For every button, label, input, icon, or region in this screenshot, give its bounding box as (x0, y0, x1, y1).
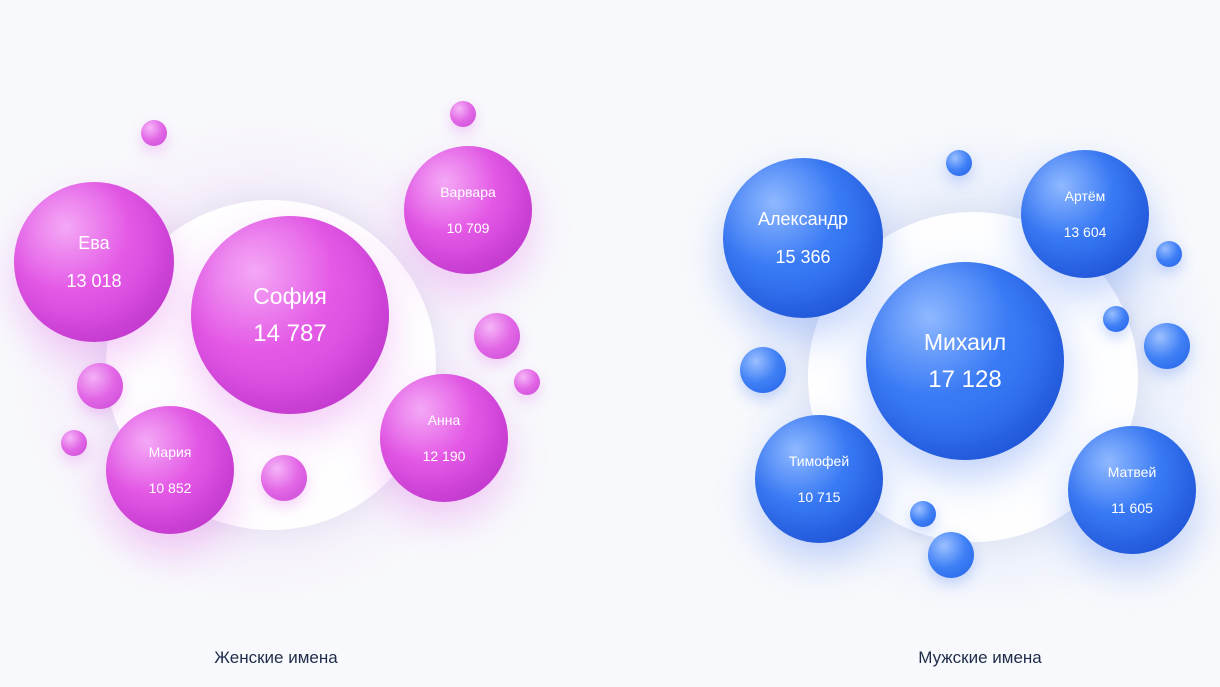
bubble-name: Михаил (923, 328, 1007, 355)
bubble-timofey: Тимофей 10 715 (755, 415, 883, 543)
bubble-name: Александр (757, 209, 849, 229)
bubble-value: 12 190 (422, 448, 466, 464)
male-decor-sphere (910, 501, 936, 527)
bubble-matvey: Матвей 11 605 (1068, 426, 1196, 554)
bubble-value: 11 605 (1111, 500, 1153, 516)
male-names-chart: Михаил 17 128 Александр 15 366 Артём 13 … (660, 0, 1220, 687)
male-decor-sphere (1156, 241, 1182, 267)
bubble-name: София (253, 282, 327, 309)
bubble-name: Ева (78, 233, 110, 253)
male-decor-sphere (1144, 323, 1190, 369)
female-decor-sphere (77, 363, 123, 409)
bubble-anna: Анна 12 190 (380, 374, 508, 502)
female-caption: Женские имена (214, 648, 338, 667)
female-decor-sphere (141, 120, 167, 146)
bubble-name: Тимофей (788, 453, 850, 469)
female-decor-sphere (450, 101, 476, 127)
female-decor-sphere (474, 313, 520, 359)
bubble-sofia: София 14 787 (191, 216, 389, 414)
male-decor-sphere (928, 532, 974, 578)
bubble-value: 10 852 (148, 480, 192, 496)
female-decor-sphere (61, 430, 87, 456)
bubble-value: 10 715 (797, 489, 841, 505)
male-decor-sphere (946, 150, 972, 176)
bubble-maria: Мария 10 852 (106, 406, 234, 534)
female-names-chart: София 14 787 Ева 13 018 Варвара 10 709 А… (0, 0, 560, 687)
bubble-value: 14 787 (253, 319, 327, 347)
bubble-value: 15 366 (775, 247, 831, 267)
bubble-artyom: Артём 13 604 (1021, 150, 1149, 278)
bubble-name: Артём (1064, 188, 1106, 204)
bubble-name: Матвей (1107, 464, 1157, 480)
male-caption: Мужские имена (918, 648, 1042, 667)
bubble-value: 13 604 (1063, 224, 1107, 240)
bubble-eva: Ева 13 018 (14, 182, 174, 342)
bubble-name: Мария (148, 444, 192, 460)
bubble-name: Варвара (440, 184, 496, 200)
bubble-mikhail: Михаил 17 128 (866, 262, 1064, 460)
bubble-value: 17 128 (928, 365, 1002, 393)
female-decor-sphere (261, 455, 307, 501)
male-decor-sphere (740, 347, 786, 393)
female-decor-sphere (514, 369, 540, 395)
bubble-varvara: Варвара 10 709 (404, 146, 532, 274)
bubble-value: 13 018 (66, 271, 122, 291)
bubble-aleksandr: Александр 15 366 (723, 158, 883, 318)
male-decor-sphere (1103, 306, 1129, 332)
bubble-value: 10 709 (446, 220, 490, 236)
bubble-name: Анна (427, 412, 461, 428)
